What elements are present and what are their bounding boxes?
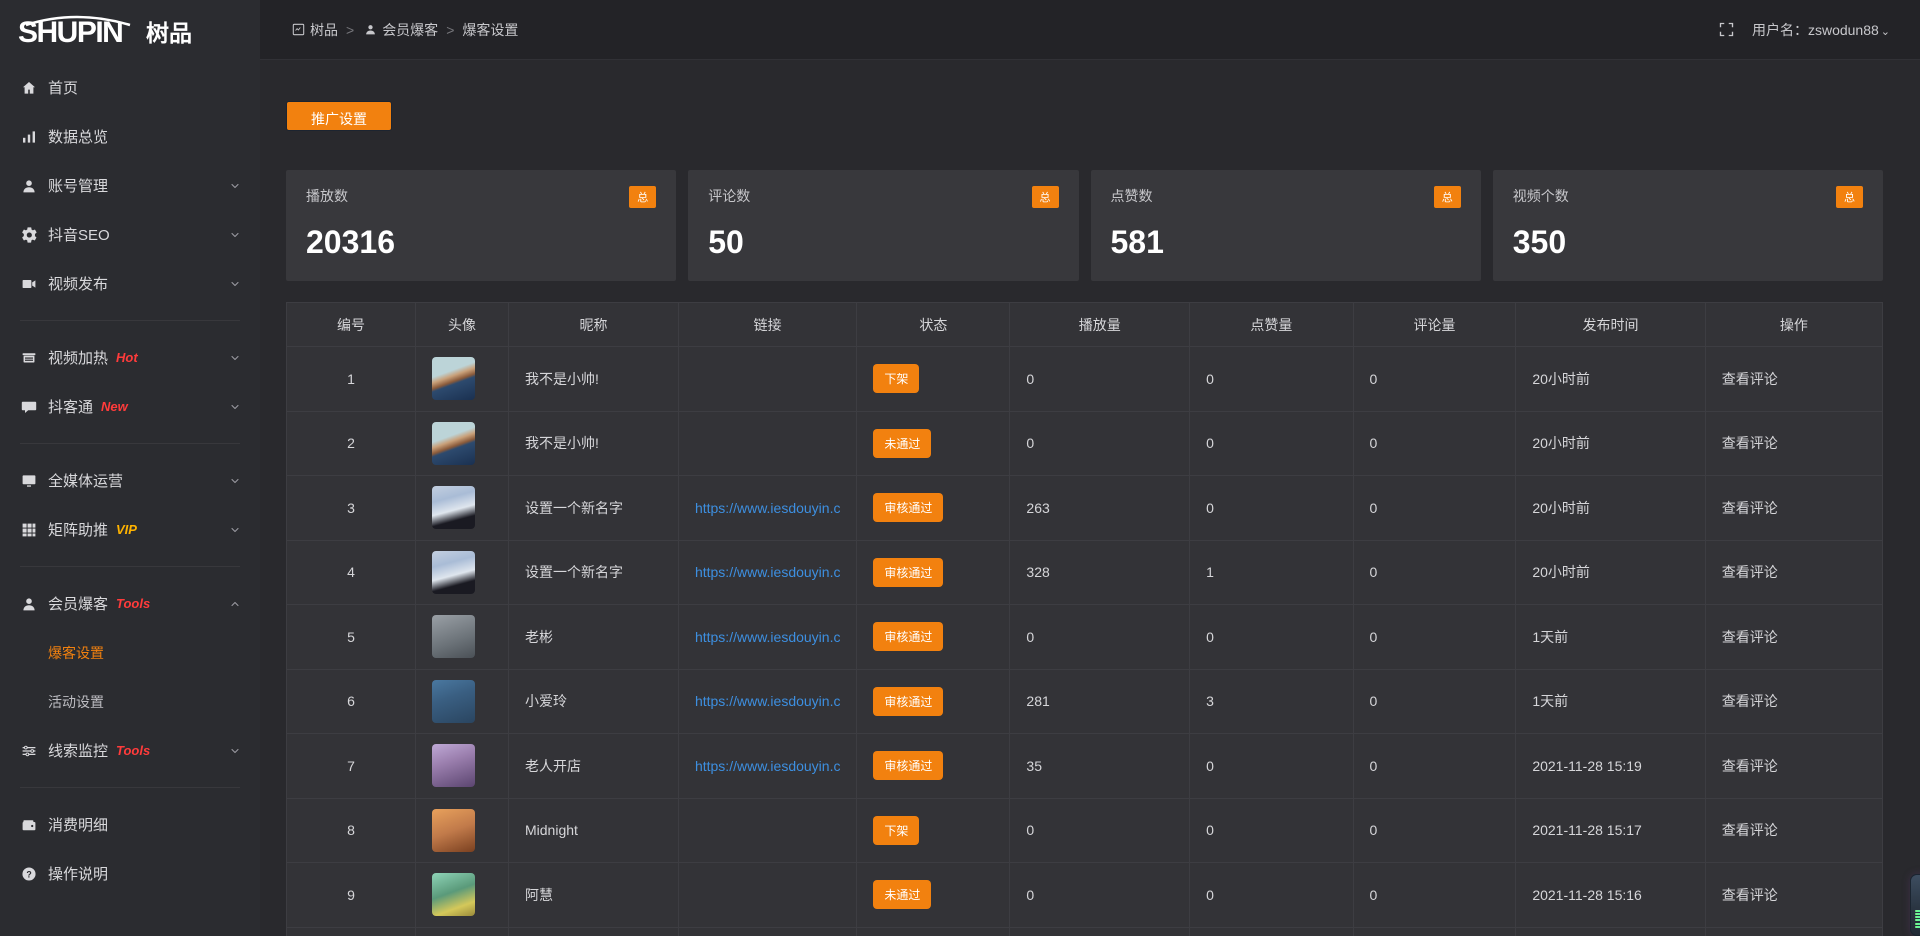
svg-text:树品: 树品 (146, 20, 192, 46)
svg-text:?: ? (26, 869, 31, 879)
svg-text:SHUPIN: SHUPIN (18, 16, 122, 48)
